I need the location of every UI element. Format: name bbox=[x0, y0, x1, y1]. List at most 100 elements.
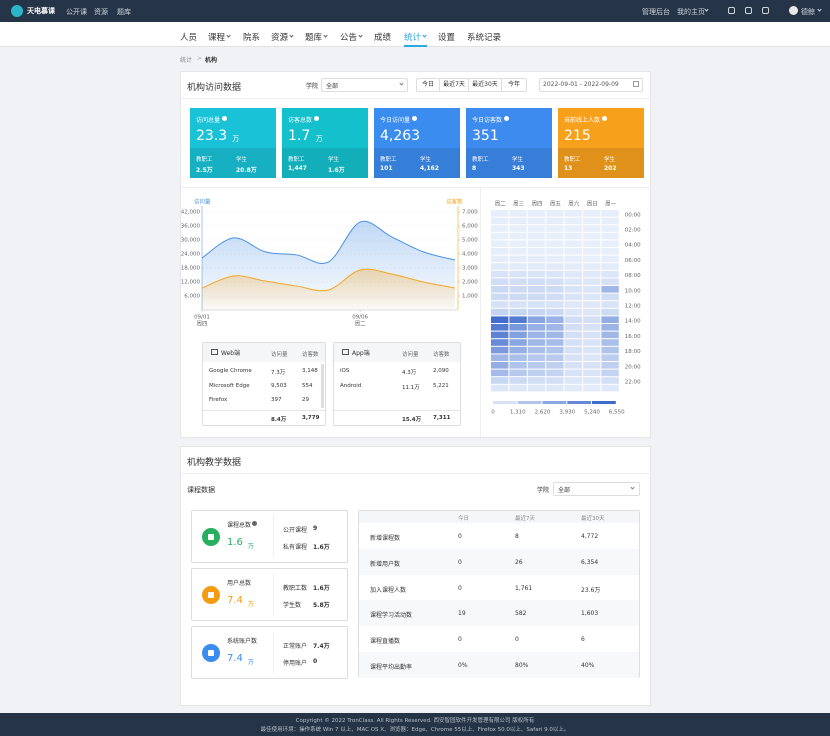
scrollbar[interactable] bbox=[321, 364, 324, 408]
brand: 天电慕课 bbox=[27, 7, 55, 15]
heat-cell bbox=[546, 225, 564, 232]
nav-link[interactable]: 管理后台 bbox=[642, 8, 670, 16]
select[interactable] bbox=[553, 482, 640, 496]
stat-value: 7.4 bbox=[227, 595, 243, 606]
heat-cell bbox=[583, 301, 601, 308]
menu-item[interactable]: 成绩 bbox=[374, 33, 392, 43]
icon-button[interactable] bbox=[762, 7, 769, 14]
stat-item-value: 5.8万 bbox=[313, 602, 330, 609]
stat-card bbox=[558, 108, 644, 178]
table-row-stripe bbox=[359, 600, 639, 627]
date-picker[interactable] bbox=[539, 78, 643, 92]
heat-cell bbox=[564, 270, 582, 278]
table-cell: 6 bbox=[581, 636, 585, 644]
heat-cell bbox=[546, 263, 564, 270]
range-button[interactable]: 最近7天 bbox=[439, 78, 469, 92]
range-button[interactable]: 今年 bbox=[501, 78, 527, 92]
select-value[interactable]: 全部 bbox=[326, 83, 339, 90]
menu-item[interactable]: 资源 bbox=[271, 33, 289, 43]
table-cell: 0 bbox=[458, 558, 462, 566]
heat-cell bbox=[546, 293, 564, 301]
column-label: 周四 bbox=[531, 201, 542, 208]
heat-cell bbox=[564, 346, 582, 354]
heat-cell bbox=[601, 339, 619, 346]
icon-button[interactable] bbox=[728, 7, 735, 14]
menu-item[interactable]: 公告 bbox=[340, 33, 358, 43]
heat-cell bbox=[583, 217, 601, 225]
heat-cell bbox=[601, 240, 619, 247]
menu-item[interactable]: 系统记录 bbox=[467, 33, 502, 43]
row-label: 10:00 bbox=[625, 288, 641, 294]
user-name[interactable]: 德鲸 bbox=[801, 8, 815, 16]
heat-cell bbox=[601, 354, 619, 361]
breadcrumb[interactable]: 统计 bbox=[180, 57, 193, 64]
table-cell: 19 bbox=[458, 610, 466, 618]
heat-cell bbox=[546, 369, 564, 377]
stat-item-value: 0 bbox=[313, 658, 318, 665]
heat-cell bbox=[509, 240, 527, 247]
range-button[interactable]: 今日 bbox=[416, 78, 440, 92]
heat-cell bbox=[583, 362, 601, 369]
legend-segment bbox=[517, 401, 542, 404]
heat-cell bbox=[564, 316, 582, 323]
table-cell: 2,090 bbox=[433, 368, 449, 374]
heat-cell bbox=[546, 217, 564, 225]
heat-cell bbox=[546, 248, 564, 255]
nav-link[interactable]: 资源 bbox=[94, 8, 108, 16]
stat-item-value: 1.6万 bbox=[313, 544, 330, 551]
menu-item[interactable]: 院系 bbox=[243, 33, 261, 43]
menu-item[interactable]: 统计 bbox=[404, 33, 422, 43]
menu-item[interactable]: 设置 bbox=[438, 33, 456, 43]
table-head: 访客数 bbox=[433, 352, 450, 358]
table-cell: 80% bbox=[515, 662, 529, 669]
select-value[interactable]: 全部 bbox=[558, 487, 571, 494]
nav-link[interactable]: 我的主页 bbox=[677, 8, 705, 16]
heat-cell bbox=[527, 263, 546, 270]
heat-cell bbox=[527, 232, 546, 240]
area bbox=[202, 269, 455, 310]
menu-item[interactable]: 题库 bbox=[305, 33, 323, 43]
table-head: 访问量 bbox=[271, 352, 288, 358]
heat-cell bbox=[564, 263, 582, 270]
y-tick-label: 12,000 bbox=[181, 280, 201, 286]
stat-sub-label: 教职工 bbox=[564, 157, 581, 163]
legend-segment bbox=[493, 401, 517, 404]
stat-item-value: 9 bbox=[313, 525, 318, 532]
nav-link[interactable]: 题库 bbox=[117, 8, 131, 16]
heat-cell bbox=[491, 316, 509, 323]
menu-item[interactable]: 人员 bbox=[180, 33, 198, 43]
icon-button[interactable] bbox=[745, 7, 752, 14]
nav-link[interactable]: 公开课 bbox=[66, 8, 87, 16]
column-label: 周日 bbox=[587, 201, 598, 208]
heat-cell bbox=[564, 240, 582, 247]
stat-box bbox=[191, 626, 348, 679]
select[interactable] bbox=[321, 78, 408, 92]
table-cell: 11.1万 bbox=[402, 384, 420, 391]
legend-label: 3,930 bbox=[559, 410, 575, 416]
heat-cell bbox=[491, 301, 509, 308]
heat-cell bbox=[527, 301, 546, 308]
table-cell: 40% bbox=[581, 662, 595, 669]
range-button[interactable]: 最近30天 bbox=[468, 78, 502, 92]
heat-cell bbox=[546, 362, 564, 369]
date-range[interactable]: 2022-09-01 - 2022-09-09 bbox=[543, 81, 619, 88]
heat-cell bbox=[491, 217, 509, 225]
heat-cell bbox=[509, 308, 527, 316]
heat-cell bbox=[583, 377, 601, 384]
stat-icon-glyph bbox=[208, 592, 214, 598]
table-cell: 课程直播数 bbox=[370, 638, 401, 646]
y2-tick-label: 4,000 bbox=[462, 252, 478, 258]
logo bbox=[11, 5, 23, 17]
device-icon bbox=[342, 349, 349, 355]
stat-item-label: 公开课程 bbox=[283, 527, 308, 534]
divider bbox=[180, 473, 651, 474]
divider bbox=[180, 98, 651, 99]
table-cell: 26 bbox=[515, 558, 523, 566]
heat-cell bbox=[491, 346, 509, 354]
menu-item[interactable]: 课程 bbox=[208, 33, 226, 43]
info-icon bbox=[412, 116, 417, 121]
heat-cell bbox=[564, 278, 582, 285]
x-tick-label: 09/06 bbox=[352, 315, 368, 321]
active-underline bbox=[404, 45, 427, 47]
table-cell: 新增课程数 bbox=[370, 535, 401, 542]
